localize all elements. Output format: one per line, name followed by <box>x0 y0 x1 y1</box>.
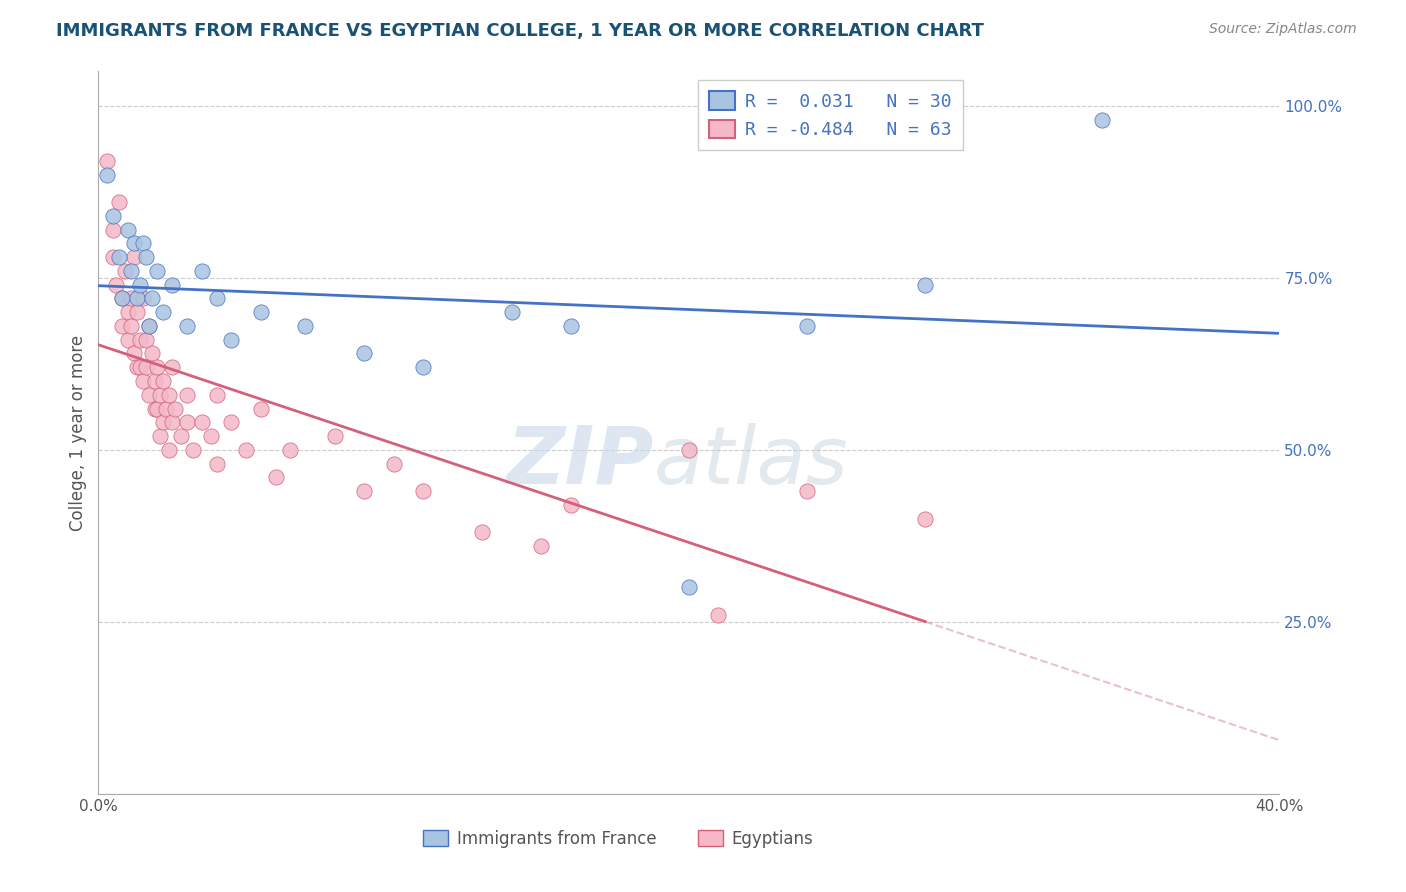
Point <box>1091 112 1114 127</box>
Point <box>105 277 128 292</box>
Point <box>280 442 302 457</box>
Point <box>181 442 204 457</box>
Point <box>128 277 150 292</box>
Point <box>132 236 155 251</box>
Point <box>294 318 316 333</box>
Point <box>165 401 187 416</box>
Point <box>128 360 150 375</box>
Point <box>412 360 434 375</box>
Point <box>162 415 183 429</box>
Point <box>205 388 228 402</box>
Point <box>111 318 134 333</box>
Point <box>191 264 214 278</box>
Point <box>103 222 125 236</box>
Text: ZIP: ZIP <box>506 423 654 500</box>
Point <box>96 153 118 168</box>
Point <box>117 333 139 347</box>
Point <box>205 292 228 306</box>
Point <box>111 292 134 306</box>
Point <box>162 277 183 292</box>
Point <box>135 360 157 375</box>
Point <box>250 305 273 319</box>
Point <box>235 442 257 457</box>
Point <box>135 250 157 264</box>
Point <box>141 346 163 360</box>
Point <box>796 484 818 499</box>
Point <box>221 415 243 429</box>
Point <box>143 374 166 388</box>
Point <box>157 388 180 402</box>
Point <box>796 318 818 333</box>
Text: atlas: atlas <box>654 423 848 500</box>
Point <box>117 222 139 236</box>
Point <box>264 470 287 484</box>
Point <box>125 292 148 306</box>
Point <box>221 333 243 347</box>
Point <box>125 360 148 375</box>
Point <box>152 374 174 388</box>
Point <box>122 346 145 360</box>
Point <box>412 484 434 499</box>
Point <box>191 415 214 429</box>
Point <box>914 511 936 525</box>
Point <box>122 250 145 264</box>
Point <box>132 374 155 388</box>
Point <box>122 236 145 251</box>
Point <box>117 305 139 319</box>
Point <box>170 429 193 443</box>
Text: IMMIGRANTS FROM FRANCE VS EGYPTIAN COLLEGE, 1 YEAR OR MORE CORRELATION CHART: IMMIGRANTS FROM FRANCE VS EGYPTIAN COLLE… <box>56 22 984 40</box>
Point <box>323 429 346 443</box>
Point <box>138 388 160 402</box>
Point <box>560 498 582 512</box>
Text: Source: ZipAtlas.com: Source: ZipAtlas.com <box>1209 22 1357 37</box>
Point <box>111 292 134 306</box>
Point <box>200 429 222 443</box>
Point <box>157 442 180 457</box>
Point <box>250 401 273 416</box>
Point <box>176 388 198 402</box>
Point <box>678 581 700 595</box>
Point <box>138 318 160 333</box>
Point <box>120 318 142 333</box>
Point <box>530 539 553 553</box>
Point <box>155 401 177 416</box>
Point <box>146 401 169 416</box>
Point <box>501 305 523 319</box>
Point <box>128 333 150 347</box>
Y-axis label: College, 1 year or more: College, 1 year or more <box>69 334 87 531</box>
Point <box>560 318 582 333</box>
Point <box>707 607 730 622</box>
Point <box>125 305 148 319</box>
Point <box>353 346 375 360</box>
Point <box>162 360 183 375</box>
Point <box>176 318 198 333</box>
Point <box>103 209 125 223</box>
Legend: Immigrants from France, Egyptians: Immigrants from France, Egyptians <box>416 822 820 855</box>
Point <box>96 168 118 182</box>
Point <box>143 401 166 416</box>
Point <box>353 484 375 499</box>
Point <box>120 264 142 278</box>
Point <box>108 195 131 210</box>
Point <box>141 292 163 306</box>
Point <box>149 429 172 443</box>
Point <box>152 305 174 319</box>
Point <box>914 277 936 292</box>
Point <box>471 525 494 540</box>
Point <box>138 318 160 333</box>
Point <box>382 457 405 471</box>
Point <box>146 264 169 278</box>
Point <box>205 457 228 471</box>
Point <box>108 250 131 264</box>
Point <box>103 250 125 264</box>
Point <box>678 442 700 457</box>
Point <box>132 292 155 306</box>
Point <box>149 388 172 402</box>
Point <box>120 292 142 306</box>
Point <box>146 360 169 375</box>
Point <box>135 333 157 347</box>
Point <box>114 264 136 278</box>
Point <box>152 415 174 429</box>
Point <box>176 415 198 429</box>
